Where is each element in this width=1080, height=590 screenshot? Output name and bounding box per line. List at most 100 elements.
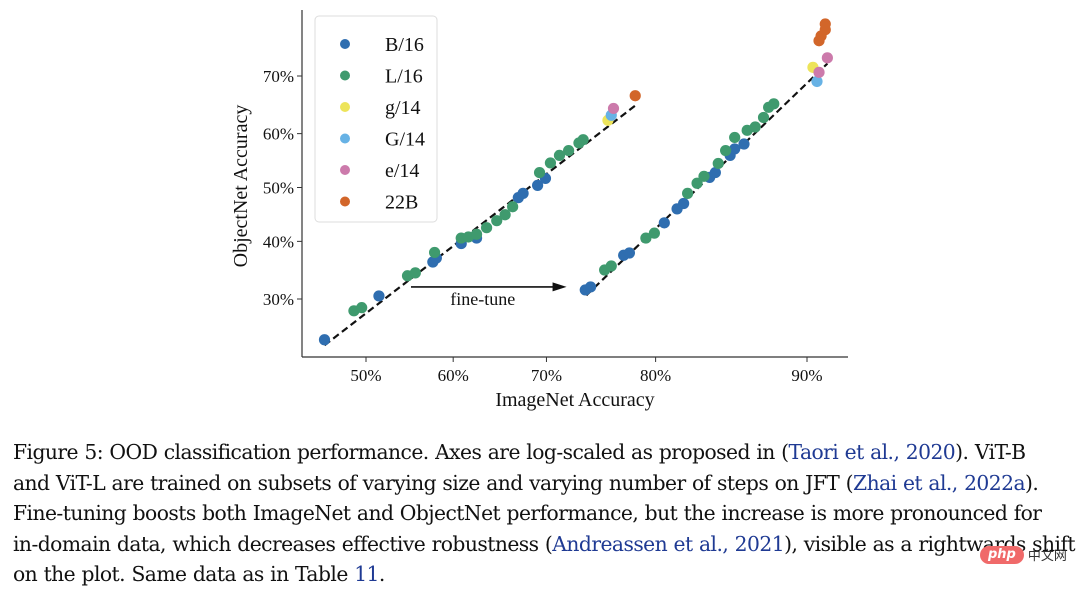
legend-label: g/14 — [385, 97, 421, 119]
y-tick-label: 40% — [263, 232, 294, 251]
citation-link[interactable]: Taori et al., 2020 — [788, 440, 956, 464]
data-point — [729, 131, 741, 144]
citation-link[interactable]: 11 — [354, 562, 379, 586]
caption-text: ) — [784, 531, 792, 556]
data-point — [563, 144, 575, 157]
citation-link[interactable]: Zhai et al., 2022a — [853, 470, 1026, 495]
legend-label: L/16 — [385, 66, 423, 88]
legend-marker-l-16 — [340, 70, 350, 81]
caption-text: ( — [845, 470, 854, 495]
citation-link[interactable]: Andreassen et al., 2021 — [552, 531, 785, 556]
legend-marker-e-14 — [340, 165, 350, 175]
caption-line: and ViT-L are trained on subsets of vary… — [13, 468, 1075, 499]
data-point — [480, 222, 493, 234]
data-point — [532, 179, 544, 191]
data-point — [729, 143, 741, 155]
fine-tune-label: fine-tune — [450, 289, 515, 309]
data-point — [373, 290, 385, 302]
y-tick-label: 30% — [263, 290, 294, 309]
legend-marker-b-16 — [340, 39, 350, 49]
caption-text: ) — [955, 440, 963, 464]
series-b-16 — [318, 138, 750, 346]
figure-caption: Figure 5: OOD classification performance… — [13, 437, 1076, 590]
data-point — [491, 215, 503, 227]
x-tick-label: 70% — [531, 366, 562, 385]
y-tick-label: 70% — [263, 67, 294, 86]
caption-text: ) — [1025, 470, 1033, 495]
caption-text: ( — [544, 531, 553, 556]
series-e-14 — [607, 52, 833, 115]
caption-text: in-domain data, which decreases effectiv… — [13, 531, 545, 556]
caption-text: Fine-tuning boosts both ImageNet and Obj… — [13, 501, 1042, 525]
data-point — [499, 209, 511, 221]
data-point — [584, 281, 597, 293]
legend: B/16 L/16 g/14 G/14 e/14 22B — [314, 15, 438, 223]
x-tick-label: 80% — [640, 366, 671, 385]
data-point — [819, 18, 831, 30]
data-point — [577, 134, 589, 146]
legend-label: e/14 — [385, 160, 419, 182]
data-point — [749, 121, 761, 133]
data-point — [757, 111, 770, 124]
data-point — [709, 166, 721, 179]
caption-text: Figure 5: OOD classification performance… — [13, 440, 782, 464]
caption-line: Figure 5: OOD classification performance… — [13, 437, 1075, 468]
data-point — [544, 157, 557, 169]
legend-label: G/14 — [385, 129, 425, 151]
data-point — [356, 302, 368, 314]
caption-line: Fine-tuning boosts both ImageNet and Obj… — [13, 498, 1075, 529]
caption-text: . — [378, 562, 385, 586]
data-point — [678, 197, 690, 210]
data-point — [629, 90, 641, 102]
caption-text: , visible as a rightwards shift — [791, 531, 1076, 556]
data-point — [507, 201, 519, 213]
caption-text: and ViT-L are trained on subsets of vary… — [13, 470, 846, 495]
caption-text: . ViT-B — [962, 440, 1027, 464]
legend-marker-22b — [340, 196, 350, 207]
data-points — [318, 18, 833, 346]
data-point — [623, 247, 636, 259]
x-axis-label: ImageNet Accuracy — [495, 389, 654, 411]
caption-line: in-domain data, which decreases effectiv… — [13, 529, 1076, 560]
legend-marker-g-14 — [340, 102, 350, 112]
fine-tune-annotation: fine-tune — [410, 282, 567, 309]
scatter-chart: 50% 60% 70% 80% 90% 30% 40% 50% 60% 70% ImageNet… — [230, 10, 848, 411]
data-point — [682, 187, 694, 199]
data-point — [428, 246, 441, 259]
legend-label: B/16 — [385, 34, 424, 56]
watermark-badge: php — [980, 545, 1024, 564]
x-tick-label: 90% — [791, 366, 822, 385]
data-point — [811, 75, 823, 88]
data-point — [738, 138, 750, 150]
data-point — [553, 149, 566, 162]
x-tick-label: 50% — [350, 366, 381, 385]
y-ticks: 30% 40% 50% 60% 70% — [263, 67, 302, 309]
y-axis-label: ObjectNet Accuracy — [230, 105, 252, 268]
data-point — [648, 227, 660, 239]
caption-line: on the plot. Same data as in Table 11. — [13, 559, 1075, 590]
y-tick-label: 50% — [263, 179, 294, 198]
watermark-text: 中文网 — [1027, 549, 1067, 564]
data-point — [720, 144, 732, 157]
data-point — [533, 166, 546, 179]
legend-marker-g-14 — [340, 133, 350, 144]
data-point — [318, 334, 331, 346]
x-tick-label: 60% — [438, 366, 469, 385]
data-point — [813, 66, 825, 78]
caption-text: . — [1032, 470, 1039, 495]
caption-text: on the plot. Same data as in Table — [13, 562, 355, 586]
fine-tune-arrow-head — [552, 282, 567, 292]
data-point — [607, 102, 620, 115]
data-point — [698, 170, 710, 182]
data-point — [640, 232, 652, 244]
data-point — [821, 52, 833, 64]
data-point — [605, 260, 617, 272]
series-l-16 — [348, 98, 780, 317]
y-tick-label: 60% — [263, 125, 294, 144]
legend-label: 22B — [385, 192, 418, 214]
x-ticks: 50% 60% 70% 80% 90% — [350, 357, 823, 385]
watermark: php 中文网 — [980, 545, 1067, 564]
data-point — [470, 228, 483, 240]
caption-text: ( — [781, 440, 789, 464]
data-point — [409, 267, 421, 279]
